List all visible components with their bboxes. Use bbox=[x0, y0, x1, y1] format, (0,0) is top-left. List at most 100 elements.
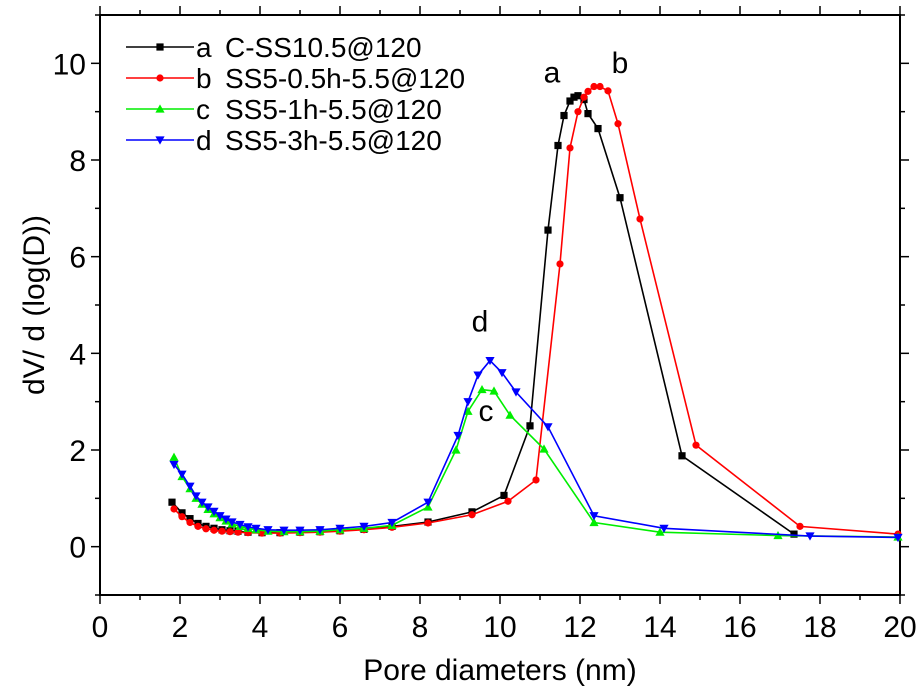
peak-label-a: a bbox=[544, 57, 561, 90]
y-tick-label: 6 bbox=[69, 242, 86, 275]
data-point bbox=[169, 460, 179, 470]
data-point bbox=[424, 519, 432, 527]
x-tick-label: 10 bbox=[483, 611, 516, 644]
data-point bbox=[218, 527, 226, 535]
series-d bbox=[169, 356, 903, 543]
data-point bbox=[497, 369, 507, 378]
data-point bbox=[544, 226, 552, 234]
data-point bbox=[594, 124, 602, 133]
data-point bbox=[251, 524, 261, 533]
x-tick-label: 0 bbox=[92, 611, 109, 644]
data-point bbox=[169, 452, 179, 461]
data-point bbox=[243, 523, 253, 532]
data-point bbox=[570, 93, 578, 101]
x-tick-label: 14 bbox=[643, 611, 676, 644]
legend-marker bbox=[156, 74, 164, 82]
data-point bbox=[170, 505, 178, 513]
x-tick-label: 16 bbox=[723, 611, 756, 644]
data-point bbox=[335, 524, 345, 533]
series-layer bbox=[168, 82, 903, 543]
data-point bbox=[590, 82, 598, 91]
plot-frame bbox=[99, 14, 901, 596]
data-point bbox=[227, 518, 237, 527]
legend-label: C-SS10.5@120 bbox=[225, 32, 422, 63]
data-point bbox=[574, 92, 582, 100]
data-point bbox=[423, 498, 433, 507]
data-point bbox=[234, 528, 242, 536]
peak-labels: a b c d bbox=[472, 47, 629, 428]
data-point bbox=[556, 260, 564, 268]
data-point bbox=[692, 441, 700, 449]
data-point bbox=[453, 431, 463, 441]
data-point bbox=[210, 526, 218, 534]
data-point bbox=[596, 82, 604, 91]
legend-marker bbox=[155, 136, 165, 145]
data-point bbox=[279, 526, 289, 535]
y-tick-label: 2 bbox=[69, 435, 86, 468]
legend-entry-d: d SS5-3h-5.5@120 bbox=[126, 125, 442, 156]
legend: a C-SS10.5@120 b SS5-0.5h-5.5@120 c SS5-1h-5.… bbox=[126, 32, 465, 156]
data-point bbox=[604, 87, 612, 95]
data-point bbox=[197, 498, 207, 507]
data-point bbox=[504, 497, 512, 505]
data-point bbox=[532, 476, 540, 484]
y-tick-label: 0 bbox=[69, 532, 86, 565]
legend-letter: c bbox=[196, 94, 210, 125]
x-axis-label: Pore diameters (nm) bbox=[363, 654, 636, 687]
x-tick-label: 8 bbox=[412, 611, 429, 644]
data-point bbox=[485, 356, 495, 366]
data-point bbox=[186, 518, 194, 527]
data-point bbox=[589, 512, 599, 521]
series-line bbox=[173, 388, 899, 538]
data-point bbox=[209, 507, 219, 516]
data-point bbox=[539, 444, 549, 453]
data-point bbox=[893, 533, 903, 543]
legend-label: SS5-0.5h-5.5@120 bbox=[225, 63, 465, 94]
series-c bbox=[169, 384, 903, 541]
data-point bbox=[186, 515, 194, 523]
data-point bbox=[566, 97, 574, 105]
data-point bbox=[543, 423, 553, 432]
data-point bbox=[178, 513, 186, 521]
y-tick-label: 4 bbox=[69, 338, 86, 371]
data-point bbox=[796, 522, 804, 530]
legend-marker bbox=[156, 43, 164, 51]
data-point bbox=[215, 512, 225, 521]
data-point bbox=[295, 526, 305, 535]
data-point bbox=[505, 410, 515, 419]
data-point bbox=[584, 110, 592, 118]
data-point bbox=[463, 398, 473, 407]
data-point bbox=[451, 445, 461, 454]
data-point bbox=[315, 526, 325, 535]
legend-letter: b bbox=[196, 63, 212, 94]
y-tick-label: 10 bbox=[53, 48, 86, 81]
legend-marker bbox=[155, 104, 165, 113]
data-point bbox=[178, 509, 186, 517]
x-tick-label: 18 bbox=[803, 611, 836, 644]
data-point bbox=[468, 511, 476, 519]
x-tick-label: 20 bbox=[883, 611, 916, 644]
legend-letter: a bbox=[196, 32, 212, 63]
data-point bbox=[655, 527, 665, 536]
data-point bbox=[560, 111, 568, 120]
y-tick-label: 8 bbox=[69, 145, 86, 178]
data-point bbox=[500, 491, 508, 500]
peak-label-b: b bbox=[612, 47, 629, 80]
data-point bbox=[191, 492, 201, 501]
data-point bbox=[202, 525, 210, 533]
data-point bbox=[659, 524, 669, 533]
legend-letter: d bbox=[196, 125, 212, 156]
data-point bbox=[566, 144, 574, 152]
data-point bbox=[526, 422, 534, 430]
data-point bbox=[589, 517, 599, 527]
data-point bbox=[221, 515, 231, 524]
series-line bbox=[173, 85, 899, 535]
data-point bbox=[194, 522, 202, 530]
data-point bbox=[387, 518, 397, 528]
data-point bbox=[614, 120, 622, 128]
peak-label-d: d bbox=[472, 306, 489, 339]
x-tick-label: 12 bbox=[563, 611, 596, 644]
x-tick-label: 6 bbox=[332, 611, 349, 644]
data-point bbox=[678, 452, 686, 460]
